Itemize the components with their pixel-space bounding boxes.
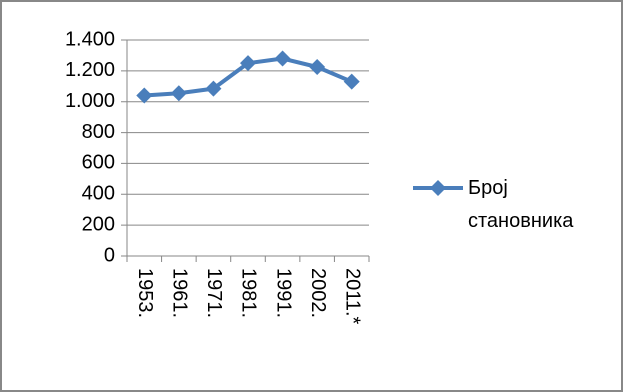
x-tick-label: 2011.* bbox=[341, 268, 363, 325]
y-tick-label: 400 bbox=[82, 183, 115, 205]
legend-label: Број становника bbox=[468, 177, 574, 232]
x-tick-label: 2002. bbox=[307, 268, 329, 318]
y-tick-label: 1.400 bbox=[65, 28, 115, 50]
x-tick-label: 1981. bbox=[238, 268, 260, 318]
y-tick-label: 1.000 bbox=[65, 90, 115, 112]
y-tick-label: 200 bbox=[82, 213, 115, 235]
y-tick-label: 1.200 bbox=[65, 59, 115, 81]
y-tick-label: 600 bbox=[82, 152, 115, 174]
y-tick-label: 0 bbox=[104, 244, 115, 266]
point bbox=[136, 87, 153, 104]
legend-marker bbox=[430, 180, 446, 196]
point bbox=[274, 50, 291, 67]
point bbox=[309, 59, 326, 75]
point bbox=[205, 80, 222, 97]
point bbox=[170, 85, 187, 102]
x-tick-label: 1971. bbox=[203, 268, 225, 318]
x-tick-label: 1953. bbox=[134, 268, 156, 318]
point bbox=[240, 55, 256, 72]
point bbox=[343, 73, 360, 90]
x-tick-label: 1991. bbox=[272, 268, 294, 318]
x-tick-label: 1961. bbox=[169, 268, 191, 318]
y-tick-label: 800 bbox=[82, 121, 115, 143]
